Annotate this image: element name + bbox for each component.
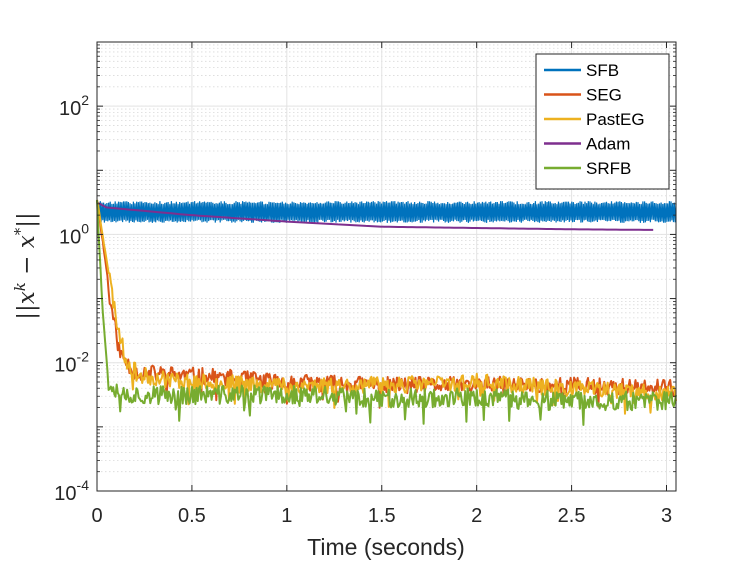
x-tick-labels: 0 0.5 1 1.5 2 2.5 3 [91, 505, 672, 527]
x-tick-label: 3 [661, 505, 672, 527]
series-line-pasteg [96, 199, 677, 415]
series-line-seg [96, 199, 677, 409]
plot-border [96, 41, 677, 492]
y-tick-label: 10-2 [54, 349, 89, 377]
y-tick-label: 100 [59, 220, 89, 248]
legend: SFB SEG PastEG Adam SRFB [535, 53, 670, 190]
x-axis-title: Time (seconds) [307, 534, 465, 560]
y-axis-title: ||xk − x*|| [11, 212, 40, 319]
series-layer [96, 199, 677, 426]
x-tick-label: 0.5 [178, 505, 206, 527]
legend-box [535, 53, 670, 190]
legend-label-pasteg: PastEG [586, 110, 645, 129]
y-tick-label: 10-4 [54, 477, 89, 505]
series-line-srfb [96, 200, 677, 426]
x-tick-label: 1 [281, 505, 292, 527]
y-tick-labels: 10-4 10-2 100 102 [54, 92, 89, 505]
legend-label-seg: SEG [586, 86, 622, 105]
x-tick-label: 2 [471, 505, 482, 527]
x-tick-label: 1.5 [368, 505, 396, 527]
series-line-adam [96, 201, 654, 231]
x-tick-label: 2.5 [558, 505, 586, 527]
legend-label-sfb: SFB [586, 61, 619, 80]
x-tick-label: 0 [91, 505, 102, 527]
legend-label-adam: Adam [586, 135, 630, 154]
axis-ticks [96, 41, 676, 492]
y-tick-label: 102 [59, 92, 89, 120]
legend-label-srfb: SRFB [586, 159, 631, 178]
